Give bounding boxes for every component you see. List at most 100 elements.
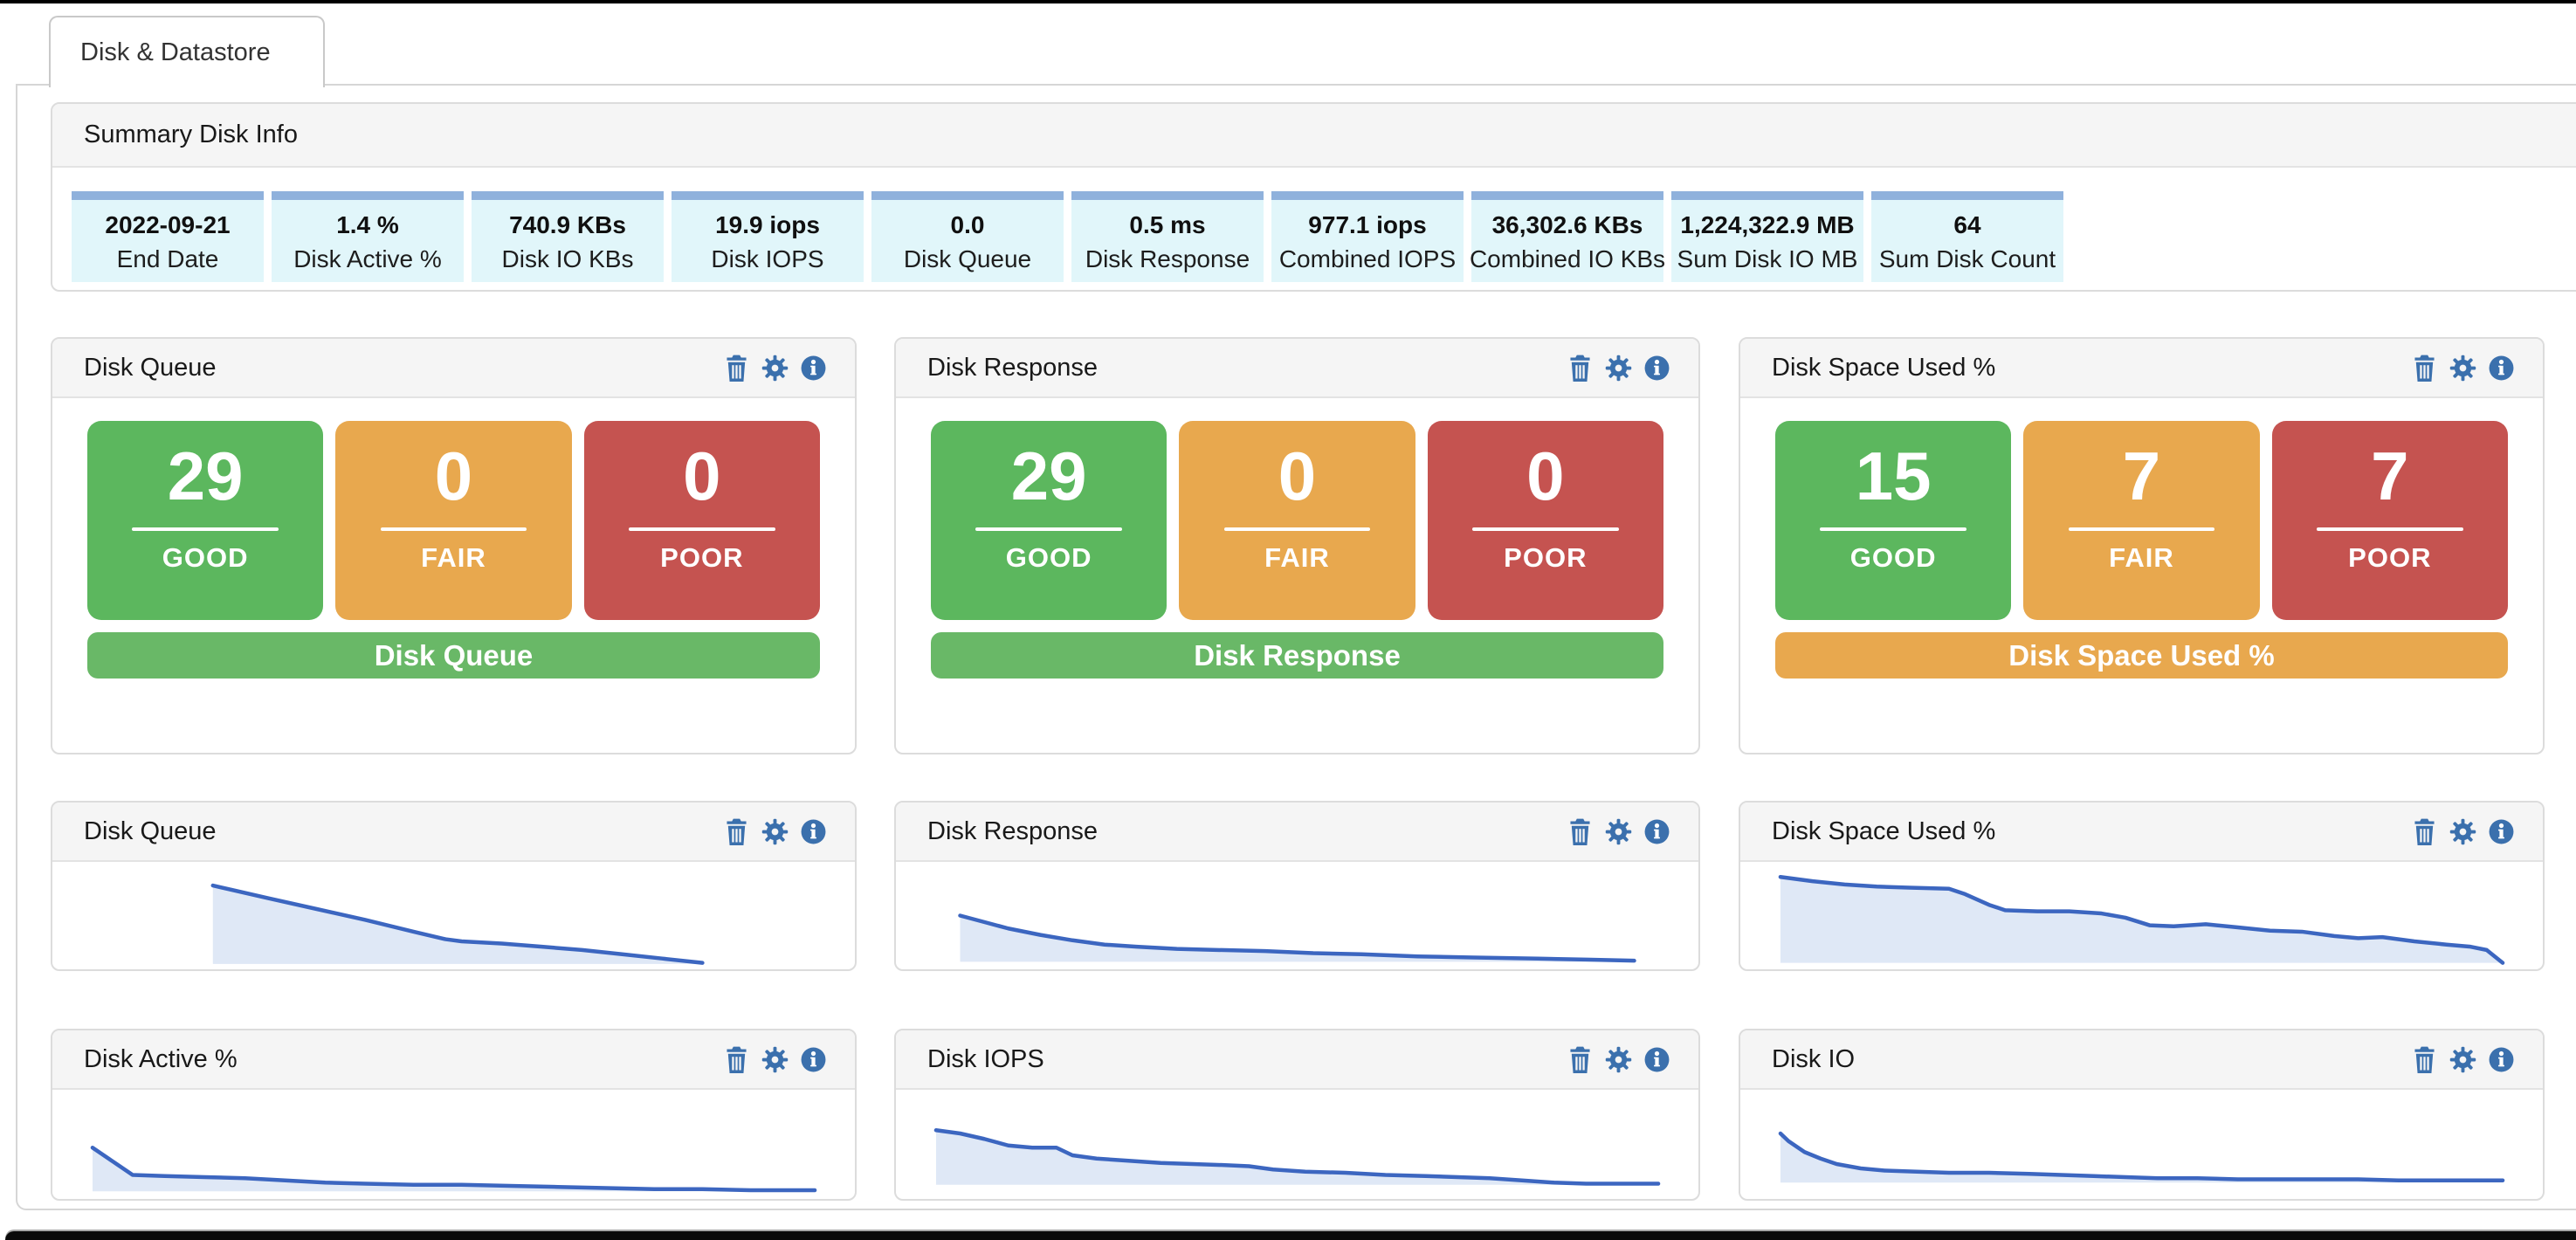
widget-action-icons: [723, 1045, 827, 1074]
widget-disk-queue: Disk Queue: [51, 801, 857, 971]
info-icon[interactable]: [1643, 817, 1670, 846]
trash-icon[interactable]: [2411, 1045, 2438, 1074]
trash-icon[interactable]: [2411, 354, 2438, 382]
widget-action-icons: [1567, 817, 1670, 846]
tile-accent-strip: [1671, 191, 1863, 200]
tile-label: Combined IOPS: [1279, 245, 1456, 273]
widget-disk-iops: Disk IOPS: [894, 1029, 1700, 1201]
tile-label: Disk IO KBs: [502, 245, 634, 273]
tab-disk-datastore[interactable]: Disk & Datastore: [49, 16, 325, 87]
status-count: 15: [1856, 442, 1932, 510]
tile-label: End Date: [117, 245, 219, 273]
trash-icon[interactable]: [1567, 817, 1594, 846]
sparkline-chart-disk-response: [896, 862, 1698, 969]
tile-label: Disk Response: [1085, 245, 1250, 273]
widget-action-icons: [1567, 354, 1670, 382]
info-icon[interactable]: [800, 817, 827, 846]
status-count: 7: [2123, 442, 2160, 510]
sparkline-chart-disk-io: [1740, 1090, 2543, 1199]
summary-tile-combined-io-kbs: 36,302.6 KBs Combined IO KBs: [1471, 191, 1663, 282]
info-icon[interactable]: [1643, 1045, 1670, 1074]
gear-icon[interactable]: [2449, 1045, 2476, 1074]
status-widgets-row: Disk Queue 29 GOOD0 FAIR0 POORDisk Queue…: [51, 337, 2545, 754]
widget-title: Disk IOPS: [927, 1045, 1044, 1074]
tile-value: 64: [1953, 211, 1980, 239]
widget-header: Disk IO: [1740, 1030, 2543, 1090]
widget-action-icons: [2411, 1045, 2515, 1074]
widget-title: Disk Space Used %: [1772, 354, 1995, 382]
status-category-label: POOR: [1504, 542, 1587, 574]
status-divider: [629, 527, 775, 531]
widget-disk-space-used-pct: Disk Space Used % 15 GOOD7 FAIR7 POORDis…: [1739, 337, 2545, 754]
status-category-label: FAIR: [421, 542, 486, 574]
gear-icon[interactable]: [1605, 1045, 1632, 1074]
status-tiles: 29 GOOD0 FAIR0 POOR: [931, 421, 1663, 620]
sparkline-chart-disk-active-pct: [52, 1090, 855, 1199]
summary-tile-combined-iops: 977.1 iops Combined IOPS: [1271, 191, 1464, 282]
tile-label: Sum Disk Count: [1879, 245, 2056, 273]
summary-tile-disk-iops: 19.9 iops Disk IOPS: [672, 191, 864, 282]
gear-icon[interactable]: [761, 354, 789, 382]
gear-icon[interactable]: [761, 1045, 789, 1074]
info-icon[interactable]: [800, 354, 827, 382]
status-tile-poor: 0 POOR: [584, 421, 820, 620]
tile-accent-strip: [1071, 191, 1264, 200]
summary-tile-sum-disk-count: 64 Sum Disk Count: [1871, 191, 2063, 282]
info-icon[interactable]: [1643, 354, 1670, 382]
summary-panel-title: Summary Disk Info: [84, 121, 298, 149]
trash-icon[interactable]: [1567, 354, 1594, 382]
status-tile-poor: 7 POOR: [2272, 421, 2508, 620]
info-icon[interactable]: [800, 1045, 827, 1074]
sparkline-widgets-row-2: Disk Active % Disk IOPS Disk IO: [51, 1029, 2545, 1201]
widget-disk-response: Disk Response: [894, 801, 1700, 971]
gear-icon[interactable]: [761, 817, 789, 846]
tab-content-container: Summary Disk Info 2022-09-21 End Date 1.…: [16, 84, 2576, 1210]
widget-title: Disk Active %: [84, 1045, 238, 1074]
status-count: 7: [2371, 442, 2408, 510]
status-tile-good: 15 GOOD: [1775, 421, 2011, 620]
tile-accent-strip: [472, 191, 664, 200]
trash-icon[interactable]: [723, 817, 750, 846]
widget-action-icons: [1567, 1045, 1670, 1074]
summary-tile-end-date: 2022-09-21 End Date: [72, 191, 264, 282]
gear-icon[interactable]: [1605, 817, 1632, 846]
gear-icon[interactable]: [2449, 354, 2476, 382]
status-divider: [1224, 527, 1371, 531]
info-icon[interactable]: [2488, 817, 2515, 846]
sparkline-chart-disk-iops: [896, 1090, 1698, 1199]
widget-title: Disk Response: [927, 354, 1098, 382]
widget-header: Disk Queue: [52, 339, 855, 398]
tile-value: 1.4 %: [336, 211, 399, 239]
status-category-label: GOOD: [1850, 542, 1937, 574]
trash-icon[interactable]: [1567, 1045, 1594, 1074]
status-footer-bar: Disk Queue: [87, 632, 820, 679]
status-tile-fair: 0 FAIR: [335, 421, 571, 620]
tab-label: Disk & Datastore: [80, 38, 271, 67]
info-icon[interactable]: [2488, 1045, 2515, 1074]
status-tile-good: 29 GOOD: [87, 421, 323, 620]
status-divider: [132, 527, 279, 531]
trash-icon[interactable]: [723, 354, 750, 382]
widget-disk-io: Disk IO: [1739, 1029, 2545, 1201]
tile-value: 0.5 ms: [1129, 211, 1205, 239]
tile-label: Disk IOPS: [711, 245, 823, 273]
widget-disk-space-used-pct: Disk Space Used %: [1739, 801, 2545, 971]
widget-header: Disk Response: [896, 339, 1698, 398]
summary-tiles-row: 2022-09-21 End Date 1.4 % Disk Active % …: [72, 191, 2063, 282]
widget-title: Disk IO: [1772, 1045, 1855, 1074]
dock-top-edge: [5, 1231, 2576, 1240]
status-divider: [2069, 527, 2215, 531]
trash-icon[interactable]: [723, 1045, 750, 1074]
gear-icon[interactable]: [1605, 354, 1632, 382]
widget-title: Disk Response: [927, 817, 1098, 846]
widget-disk-response: Disk Response 29 GOOD0 FAIR0 POORDisk Re…: [894, 337, 1700, 754]
trash-icon[interactable]: [2411, 817, 2438, 846]
tile-accent-strip: [1871, 191, 2063, 200]
gear-icon[interactable]: [2449, 817, 2476, 846]
widget-header: Disk IOPS: [896, 1030, 1698, 1090]
info-icon[interactable]: [2488, 354, 2515, 382]
status-tiles: 29 GOOD0 FAIR0 POOR: [87, 421, 820, 620]
tile-value: 977.1 iops: [1308, 211, 1426, 239]
status-tile-fair: 0 FAIR: [1179, 421, 1415, 620]
status-count: 29: [1011, 442, 1087, 510]
